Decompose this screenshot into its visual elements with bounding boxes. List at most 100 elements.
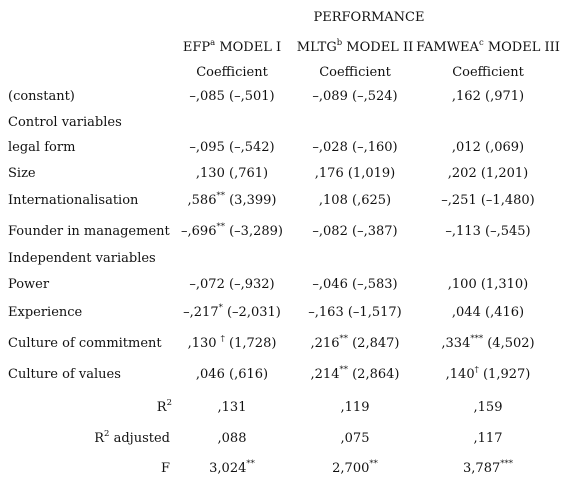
coefficient-value: –,113: [445, 224, 481, 239]
stat-cell: ,075: [341, 431, 370, 447]
coefficient-value: –,089: [312, 89, 348, 104]
row-label: Power: [8, 277, 50, 292]
stat-exponent: 2: [166, 398, 172, 408]
t-value: (1,019): [343, 166, 396, 181]
stat-value: ,075: [340, 431, 370, 446]
stat-cell: ,117: [474, 431, 503, 447]
coefficient-cell: ,214** (2,864): [310, 365, 400, 383]
t-value: (–1,517): [343, 305, 402, 320]
t-value: (,761): [224, 166, 269, 181]
coefficient-value: –,217: [183, 305, 219, 320]
t-value: (,625): [347, 193, 392, 208]
row-label: Experience: [8, 305, 83, 320]
footnote-marker: c: [478, 38, 484, 48]
t-value: (–1,480): [476, 193, 535, 208]
column-header-name: EFP: [182, 40, 211, 55]
stat-label: R2 adjusted: [94, 430, 170, 447]
coefficient-value: ,214: [310, 367, 340, 382]
t-value: (3,399): [224, 193, 277, 208]
stat-symbol: R: [156, 400, 167, 415]
significance-marker: **: [216, 191, 225, 201]
column-header: EFPa MODEL I: [182, 38, 281, 56]
coefficient-value: ,202: [447, 166, 477, 181]
coefficient-value: –,072: [189, 277, 225, 292]
coefficient-value: ,012: [451, 140, 481, 155]
t-value: (,971): [480, 89, 525, 104]
coefficient-value: ,046: [195, 367, 225, 382]
coefficient-value: –,046: [312, 277, 348, 292]
stat-value: ,088: [217, 431, 247, 446]
row-label: Culture of values: [8, 367, 121, 382]
coefficient-value: ,140: [445, 367, 475, 382]
t-value: (–,160): [347, 140, 398, 155]
stat-value: ,131: [217, 400, 247, 415]
coefficient-value: ,100: [447, 277, 477, 292]
footnote-marker: a: [210, 38, 216, 48]
stat-value: ,159: [473, 400, 503, 415]
t-value: (–,387): [347, 224, 398, 239]
coefficient-cell: ,100 (1,310): [448, 277, 528, 293]
t-value: (4,502): [483, 336, 535, 351]
significance-marker: ***: [470, 334, 484, 344]
stat-cell: 3,024**: [209, 460, 255, 477]
significance-marker: ***: [500, 459, 513, 469]
coefficient-value: ,176: [314, 166, 344, 181]
stat-value: 3,787: [463, 461, 501, 476]
t-value: (–3,289): [224, 224, 283, 239]
coefficient-cell: –,163 (–1,517): [308, 305, 401, 321]
t-value: (,416): [480, 305, 525, 320]
coefficient-value: –,085: [189, 89, 225, 104]
coefficient-cell: ,162 (,971): [452, 89, 524, 105]
super-header: PERFORMANCE: [313, 10, 425, 25]
significance-marker: *: [218, 303, 223, 313]
coefficient-cell: –,082 (–,387): [312, 224, 397, 240]
t-value: (–2,031): [222, 305, 281, 320]
stat-cell: ,131: [218, 400, 247, 416]
significance-marker: **: [339, 334, 348, 344]
coefficient-cell: ,216** (2,847): [310, 334, 400, 352]
stat-cell: 2,700**: [332, 460, 378, 477]
coefficient-value: ,586: [187, 193, 217, 208]
section-label: Independent variables: [8, 251, 156, 266]
t-value: (–,524): [347, 89, 398, 104]
stat-value: ,117: [473, 431, 503, 446]
coefficient-value: ,334: [441, 336, 471, 351]
coefficient-value: ,130: [195, 166, 225, 181]
coefficient-cell: –,095 (–,542): [189, 140, 274, 156]
coefficient-value: ,108: [318, 193, 348, 208]
t-value: (–,501): [224, 89, 275, 104]
coefficient-cell: ,130 † (1,728): [188, 335, 277, 352]
row-label: Internationalisation: [8, 193, 139, 208]
t-value: (1,728): [224, 336, 277, 351]
significance-marker: **: [339, 365, 348, 375]
coefficient-cell: ,202 (1,201): [448, 166, 528, 182]
coefficient-cell: –,089 (–,524): [312, 89, 397, 105]
column-subheader: Coefficient: [196, 65, 268, 80]
column-header: MLTGb MODEL II: [297, 39, 414, 56]
coefficient-value: –,696: [181, 224, 217, 239]
coefficient-cell: ,046 (,616): [196, 367, 268, 383]
t-value: (2,847): [347, 336, 400, 351]
coefficient-cell: ,140† (1,927): [445, 366, 531, 383]
t-value: (2,864): [347, 367, 400, 382]
coefficient-cell: ,108 (,625): [319, 193, 391, 209]
t-value: (1,927): [478, 367, 531, 382]
coefficient-value: –,028: [312, 140, 348, 155]
column-header-model: MODEL II: [342, 40, 414, 55]
significance-marker: **: [216, 222, 225, 232]
coefficient-cell: –,028 (–,160): [312, 140, 397, 156]
stat-value: ,119: [340, 400, 370, 415]
stat-cell: ,088: [218, 431, 247, 447]
row-label: legal form: [8, 140, 76, 155]
coefficient-cell: –,046 (–,583): [312, 277, 397, 293]
row-label: Culture of commitment: [8, 336, 162, 351]
coefficient-cell: –,072 (–,932): [189, 277, 274, 293]
t-value: (–,932): [224, 277, 275, 292]
coefficient-value: –,163: [308, 305, 344, 320]
coefficient-cell: ,334*** (4,502): [441, 334, 535, 352]
t-value: (–,542): [224, 140, 275, 155]
coefficient-cell: ,044 (,416): [452, 305, 524, 321]
row-label: (constant): [8, 89, 75, 104]
coefficient-value: –,082: [312, 224, 348, 239]
coefficient-value: ,216: [310, 336, 340, 351]
